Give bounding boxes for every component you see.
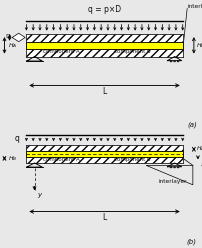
Text: interlayer: interlayer	[187, 4, 202, 9]
Text: L: L	[102, 213, 106, 221]
Polygon shape	[26, 34, 182, 42]
Text: q = p×D: q = p×D	[87, 5, 121, 14]
Text: component B: component B	[113, 157, 149, 162]
Text: (b): (b)	[186, 239, 196, 245]
Text: q: q	[15, 134, 20, 143]
Bar	[26, 42, 182, 49]
Text: interlayer: interlayer	[158, 179, 186, 184]
Text: $H_B$: $H_B$	[195, 41, 202, 50]
Text: x: x	[199, 162, 202, 167]
Text: (a): (a)	[186, 122, 196, 128]
Text: y: y	[37, 192, 41, 198]
Text: D: D	[5, 34, 10, 39]
Text: $H_B$: $H_B$	[7, 154, 17, 163]
Bar	[26, 145, 182, 163]
Polygon shape	[26, 145, 182, 151]
Text: component A: component A	[42, 157, 79, 162]
Polygon shape	[26, 157, 182, 163]
Polygon shape	[26, 49, 182, 57]
Bar	[26, 34, 182, 57]
Text: component B: component B	[113, 49, 149, 54]
Bar	[26, 151, 182, 157]
Text: $H_A$: $H_A$	[195, 144, 202, 153]
Text: $H_A$: $H_A$	[8, 41, 17, 50]
Text: L: L	[102, 87, 106, 96]
Polygon shape	[12, 33, 25, 42]
Text: component A: component A	[42, 49, 79, 54]
